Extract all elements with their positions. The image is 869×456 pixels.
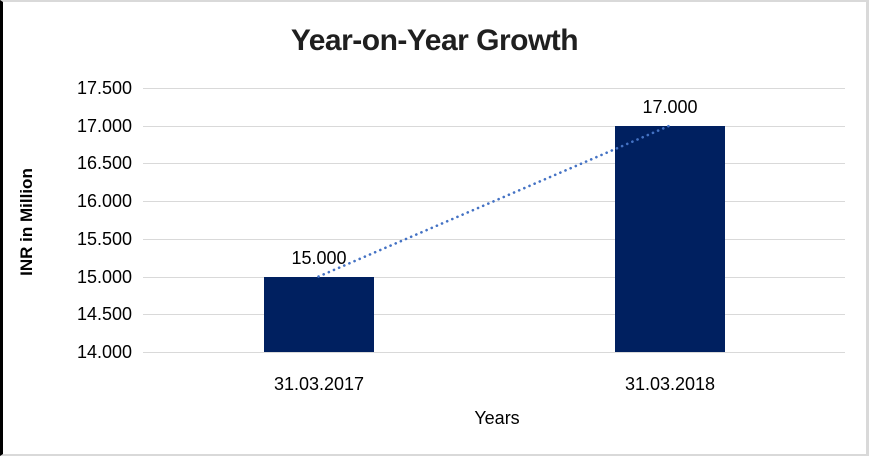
bar-value-label: 17.000: [642, 97, 698, 117]
chart-title: Year-on-Year Growth: [290, 24, 579, 57]
y-tick-label: 15.000: [76, 267, 132, 287]
y-tick-label: 16.500: [76, 153, 132, 173]
bar-31.03.2017: [264, 277, 374, 352]
x-axis-title: Years: [474, 408, 520, 428]
y-tick-label: 16.000: [76, 191, 132, 211]
y-tick-label: 14.000: [76, 342, 132, 362]
gridline: [143, 126, 845, 127]
bar-value-label: 15.000: [291, 248, 347, 268]
gridline: [143, 239, 845, 240]
bar-31.03.2018: [615, 126, 725, 352]
y-tick-label: 14.500: [76, 304, 132, 324]
gridline: [143, 277, 845, 278]
gridline: [143, 201, 845, 202]
gridline: [143, 88, 845, 89]
gridline: [143, 352, 845, 353]
y-axis-title-text: INR in Million: [17, 168, 36, 276]
x-tick-label: 31.03.2018: [624, 374, 716, 394]
y-tick-label: 15.500: [76, 229, 132, 249]
gridline: [143, 163, 845, 164]
y-tick-label: 17.000: [76, 116, 132, 136]
gridline: [143, 314, 845, 315]
x-tick-label: 31.03.2017: [273, 374, 365, 394]
y-tick-label: 17.500: [76, 78, 132, 98]
